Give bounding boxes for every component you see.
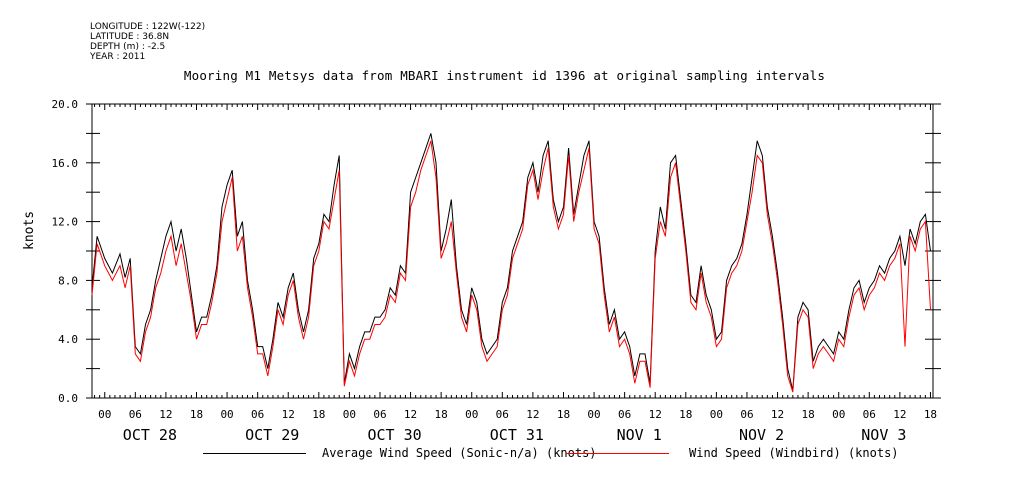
- x-tick-label: 12: [159, 408, 172, 421]
- day-label: OCT 30: [367, 426, 421, 444]
- x-tick-label: 06: [251, 408, 264, 421]
- x-tick-label: 18: [801, 408, 814, 421]
- x-tick-label: 18: [679, 408, 692, 421]
- series-line-windbird-wind-speed: [91, 140, 931, 393]
- day-label: OCT 28: [123, 426, 177, 444]
- x-tick-label: 12: [282, 408, 295, 421]
- day-label: NOV 2: [739, 426, 784, 444]
- x-tick-label: 18: [435, 408, 448, 421]
- y-tick-label: 0.0: [58, 392, 78, 405]
- series-line-average-wind-speed: [91, 133, 931, 391]
- x-tick-label: 18: [924, 408, 937, 421]
- x-tick-label: 00: [587, 408, 600, 421]
- x-tick-label: 12: [649, 408, 662, 421]
- latitude-text: LATITUDE : 36.8N: [90, 32, 170, 42]
- x-tick-label: 00: [710, 408, 723, 421]
- y-tick-label: 8.0: [58, 274, 78, 287]
- x-tick-label: 00: [220, 408, 233, 421]
- y-tick-label: 16.0: [52, 157, 79, 170]
- longitude-text: LONGITUDE : 122W(-122): [90, 22, 206, 32]
- day-label: NOV 3: [861, 426, 906, 444]
- metadata-block: LONGITUDE : 122W(-122) LATITUDE : 36.8N …: [90, 22, 205, 62]
- x-tick-label: 00: [465, 408, 478, 421]
- y-tick-label: 4.0: [58, 333, 78, 346]
- x-tick-label: 06: [373, 408, 386, 421]
- x-tick-label: 12: [404, 408, 417, 421]
- depth-text: DEPTH (m) : -2.5: [90, 42, 166, 52]
- day-label: OCT 29: [245, 426, 299, 444]
- legend-line-windbird: [566, 453, 669, 454]
- x-tick-label: 00: [832, 408, 845, 421]
- x-tick-label: 18: [312, 408, 325, 421]
- x-tick-label: 06: [740, 408, 753, 421]
- x-tick-label: 18: [557, 408, 570, 421]
- x-tick-label: 00: [343, 408, 356, 421]
- y-tick-label: 20.0: [52, 98, 79, 111]
- x-tick-label: 12: [771, 408, 784, 421]
- x-tick-label: 06: [618, 408, 631, 421]
- y-tick-label: 12.0: [52, 216, 79, 229]
- x-tick-label: 06: [129, 408, 142, 421]
- x-tick-label: 06: [496, 408, 509, 421]
- x-tick-label: 18: [190, 408, 203, 421]
- legend-label-windbird: Wind Speed (Windbird) (knots): [689, 446, 899, 460]
- x-tick-label: 06: [863, 408, 876, 421]
- x-tick-label: 00: [98, 408, 111, 421]
- day-label: OCT 31: [490, 426, 544, 444]
- x-tick-label: 12: [893, 408, 906, 421]
- year-text: YEAR : 2011: [90, 52, 146, 62]
- x-tick-label: 12: [526, 408, 539, 421]
- chart-title: Mooring M1 Metsys data from MBARI instru…: [183, 68, 826, 83]
- legend-label-average: Average Wind Speed (Sonic-n/a) (knots): [322, 446, 597, 460]
- legend-line-average: [203, 453, 306, 454]
- day-label: NOV 1: [617, 426, 662, 444]
